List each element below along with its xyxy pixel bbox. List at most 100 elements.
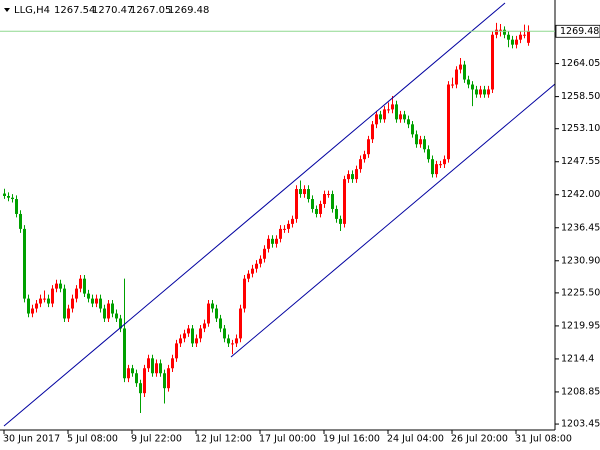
price-label-box: [555, 24, 600, 38]
candle-body: [239, 308, 242, 339]
y-tick-label: 1247.55: [561, 156, 600, 167]
candle-body: [115, 313, 118, 319]
candle-body: [227, 338, 230, 344]
candle-body: [407, 119, 410, 125]
candle-body: [143, 368, 146, 394]
candle-body: [419, 139, 422, 145]
candle-body: [435, 164, 438, 175]
candle-body: [331, 194, 334, 209]
candle-body: [271, 238, 274, 244]
candle-body: [255, 263, 258, 269]
candle-body: [319, 203, 322, 214]
candle-body: [279, 228, 282, 239]
candle-body: [299, 189, 302, 195]
candle-body: [39, 298, 42, 304]
candle-body: [495, 29, 498, 35]
y-tick-label: 1236.45: [561, 222, 600, 233]
candle-body: [47, 298, 50, 304]
candle-body: [511, 39, 514, 45]
candle-body: [527, 31, 530, 43]
candle-body: [431, 159, 434, 175]
candle-body: [375, 114, 378, 125]
candle-body: [107, 303, 110, 319]
candle-body: [315, 208, 318, 214]
x-tick-label: 5 Jul 08:00: [67, 434, 118, 445]
candle-body: [463, 64, 466, 80]
candle-body: [335, 208, 338, 219]
candle-body: [439, 164, 442, 166]
candle-body: [371, 124, 374, 140]
candle-body: [523, 34, 526, 36]
x-tick-label: 26 Jul 20:00: [451, 434, 508, 445]
candle-body: [359, 159, 362, 170]
candle-body: [415, 134, 418, 145]
candle-body: [83, 278, 86, 294]
candle-body: [79, 278, 82, 289]
candle-body: [75, 288, 78, 299]
candle-body: [131, 368, 134, 374]
candle-body: [67, 308, 70, 319]
candle-body: [123, 328, 126, 379]
candle-body: [287, 223, 290, 229]
menu-triangle[interactable]: [4, 8, 10, 12]
candle-body: [27, 298, 30, 314]
candle-body: [451, 84, 454, 86]
candle-body: [103, 308, 106, 319]
x-tick-label: 24 Jul 04:00: [387, 434, 444, 445]
candle-body: [35, 303, 38, 309]
candle-body: [387, 109, 390, 111]
y-tick-label: 1208.85: [561, 386, 600, 397]
candle-body: [175, 343, 178, 359]
candle-body: [379, 114, 382, 120]
y-tick-label: 1242.00: [561, 189, 600, 200]
candle-body: [219, 318, 222, 329]
candle-body: [467, 79, 470, 85]
candle-body: [411, 124, 414, 135]
candle-body: [223, 328, 226, 339]
candle-body: [7, 195, 10, 198]
candle-body: [351, 174, 354, 180]
candle-body: [323, 194, 326, 204]
candle-body: [447, 84, 450, 160]
candle-body: [91, 298, 94, 304]
candle-body: [247, 273, 250, 279]
candle-body: [111, 303, 114, 314]
candle-body: [63, 288, 66, 319]
candle-body: [235, 338, 238, 344]
candle-body: [491, 34, 494, 90]
plot-area: [3, 22, 530, 414]
candle-body: [195, 338, 198, 344]
candle-body: [87, 293, 90, 299]
candle-body: [443, 159, 446, 165]
candle-body: [139, 383, 142, 394]
y-tick-label: 1203.45: [561, 419, 600, 430]
candle-body: [259, 258, 262, 264]
candle-body: [199, 328, 202, 339]
candle-body: [171, 358, 174, 369]
candle-body: [31, 308, 34, 314]
candle-body: [11, 197, 14, 200]
x-tick-label: 17 Jul 00:00: [259, 434, 316, 445]
candle-body: [127, 368, 130, 379]
candle-body: [19, 213, 22, 229]
candle-body: [267, 238, 270, 249]
x-tick-label: 9 Jul 22:00: [131, 434, 182, 445]
candle-body: [207, 303, 210, 324]
y-tick-label: 1253.10: [561, 123, 600, 134]
candle-body: [183, 333, 186, 339]
candle-body: [119, 318, 122, 329]
candle-body: [95, 298, 98, 304]
candle-body: [151, 358, 154, 374]
candle-body: [363, 154, 366, 160]
upper-trend-line[interactable]: [3, 2, 506, 427]
candle-body: [155, 363, 158, 374]
candle-body: [423, 139, 426, 150]
candle-body: [59, 283, 62, 289]
lower-trend-line[interactable]: [230, 83, 556, 358]
header-open: 1267.54: [54, 5, 95, 16]
candle-body: [327, 194, 330, 196]
candle-body: [283, 228, 286, 230]
candle-body: [211, 303, 214, 309]
candle-body: [507, 34, 510, 40]
candle-body: [191, 328, 194, 344]
